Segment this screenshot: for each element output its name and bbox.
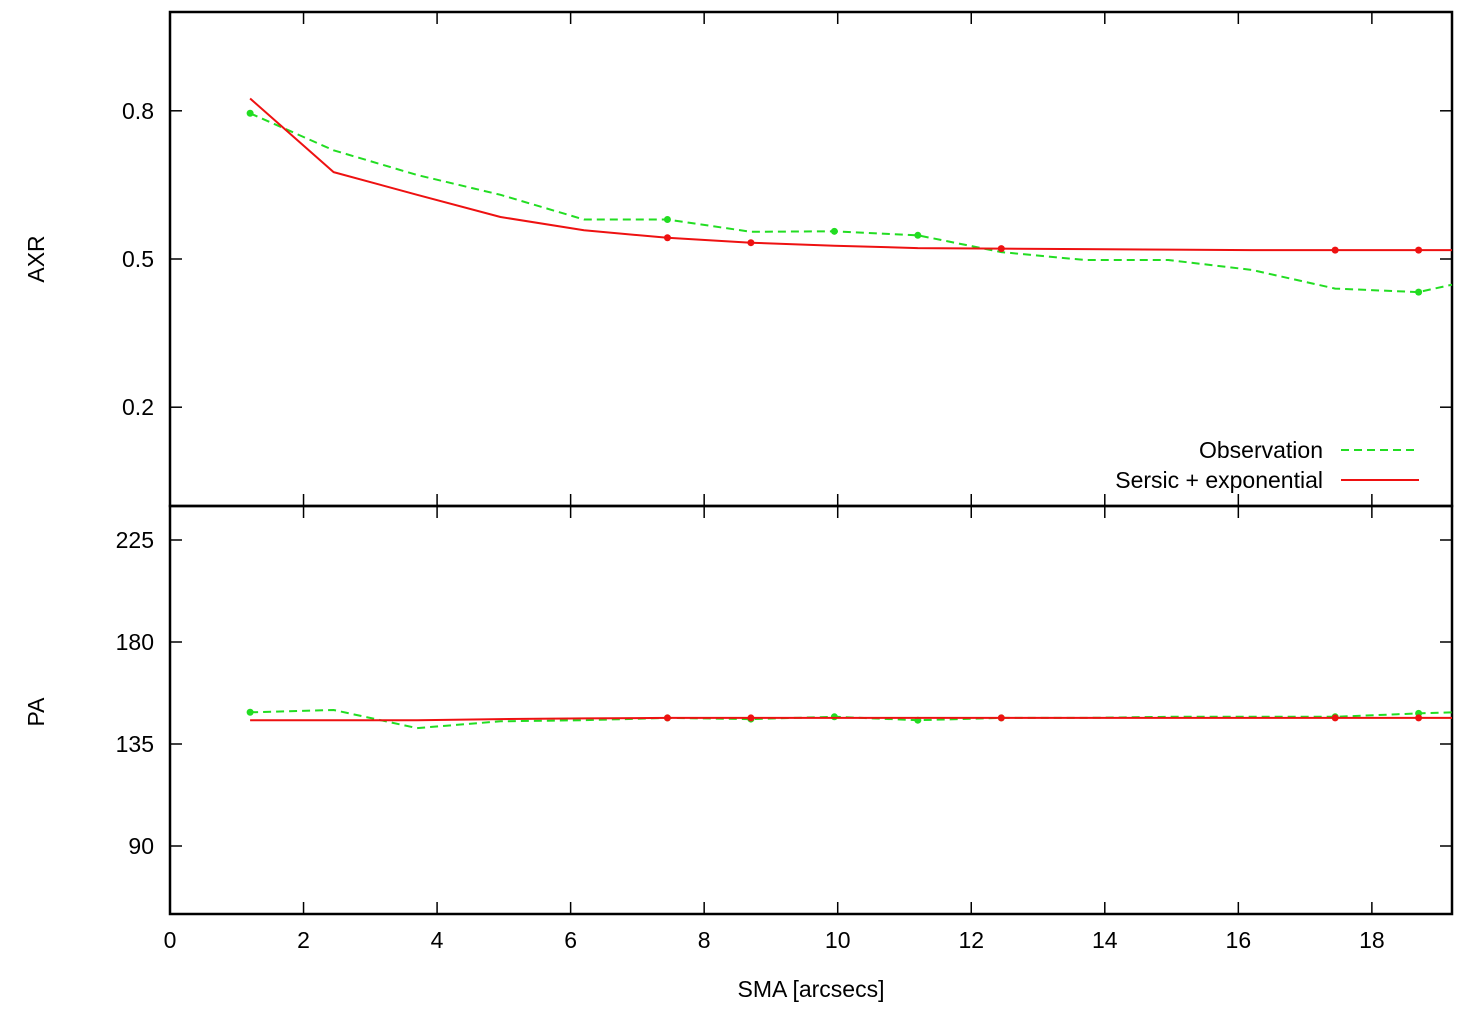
bottom-series-model-point bbox=[1331, 714, 1339, 722]
top-series-observation-point bbox=[1415, 288, 1423, 296]
top-series-observation-point bbox=[830, 227, 838, 235]
pa-axis-title: PA bbox=[23, 697, 49, 727]
bottom-xtick-label: 4 bbox=[431, 927, 444, 953]
bottom-series-model-line bbox=[250, 716, 1452, 722]
top-series-observation-point bbox=[663, 215, 671, 223]
legend-observation-label: Observation bbox=[1199, 437, 1323, 463]
top-ytick-label: 0.2 bbox=[122, 394, 154, 420]
top-series-model-point bbox=[997, 245, 1005, 253]
bottom-xtick-label: 14 bbox=[1092, 927, 1118, 953]
bottom-series-observation-point bbox=[830, 713, 838, 721]
bottom-xtick-label: 18 bbox=[1359, 927, 1385, 953]
bottom-xtick-label: 16 bbox=[1226, 927, 1252, 953]
bottom-ytick-label: 135 bbox=[116, 731, 154, 757]
bottom-xtick-label: 8 bbox=[698, 927, 711, 953]
bottom-ytick-label: 180 bbox=[116, 629, 154, 655]
bottom-ytick-label: 90 bbox=[128, 833, 154, 859]
bottom-panel-frame bbox=[168, 504, 1454, 916]
bottom-series-observation-point bbox=[246, 708, 254, 716]
top-ytick-label: 0.5 bbox=[122, 246, 154, 272]
sma-axis-title: SMA [arcsecs] bbox=[738, 976, 885, 1002]
bottom-series-model-point bbox=[1415, 714, 1423, 722]
pa-panel: 90 135 180 225 0 2 4 6 8 10 12 14 16 18 bbox=[116, 504, 1454, 953]
top-series-model-point bbox=[1415, 246, 1423, 254]
top-series-observation-point bbox=[246, 109, 254, 117]
axr-panel: 0.2 0.5 0.8 bbox=[122, 10, 1454, 508]
bottom-series-model-point bbox=[747, 714, 755, 722]
top-series-observation-line bbox=[249, 112, 1453, 294]
top-panel-frame bbox=[168, 10, 1454, 508]
top-series-model-point bbox=[747, 239, 755, 247]
top-series-observation-point bbox=[914, 231, 922, 239]
legend-model-label: Sersic + exponential bbox=[1115, 467, 1323, 493]
top-series-model-line bbox=[249, 97, 1452, 252]
bottom-xtick-label: 12 bbox=[958, 927, 984, 953]
top-series-model-point bbox=[663, 234, 671, 242]
top-series-model-point bbox=[1331, 246, 1339, 254]
bottom-series-model-point bbox=[997, 714, 1005, 722]
bottom-xtick-label: 2 bbox=[297, 927, 310, 953]
bottom-series-model-point bbox=[663, 714, 671, 722]
bottom-xtick-label: 0 bbox=[164, 927, 177, 953]
bottom-xtick-label: 10 bbox=[825, 927, 851, 953]
bottom-xtick-label: 6 bbox=[564, 927, 577, 953]
top-ytick-label: 0.8 bbox=[122, 98, 154, 124]
bottom-ytick-label: 225 bbox=[116, 527, 154, 553]
legend: Observation Sersic + exponential bbox=[1115, 437, 1419, 493]
axr-axis-title: AXR bbox=[23, 235, 49, 282]
